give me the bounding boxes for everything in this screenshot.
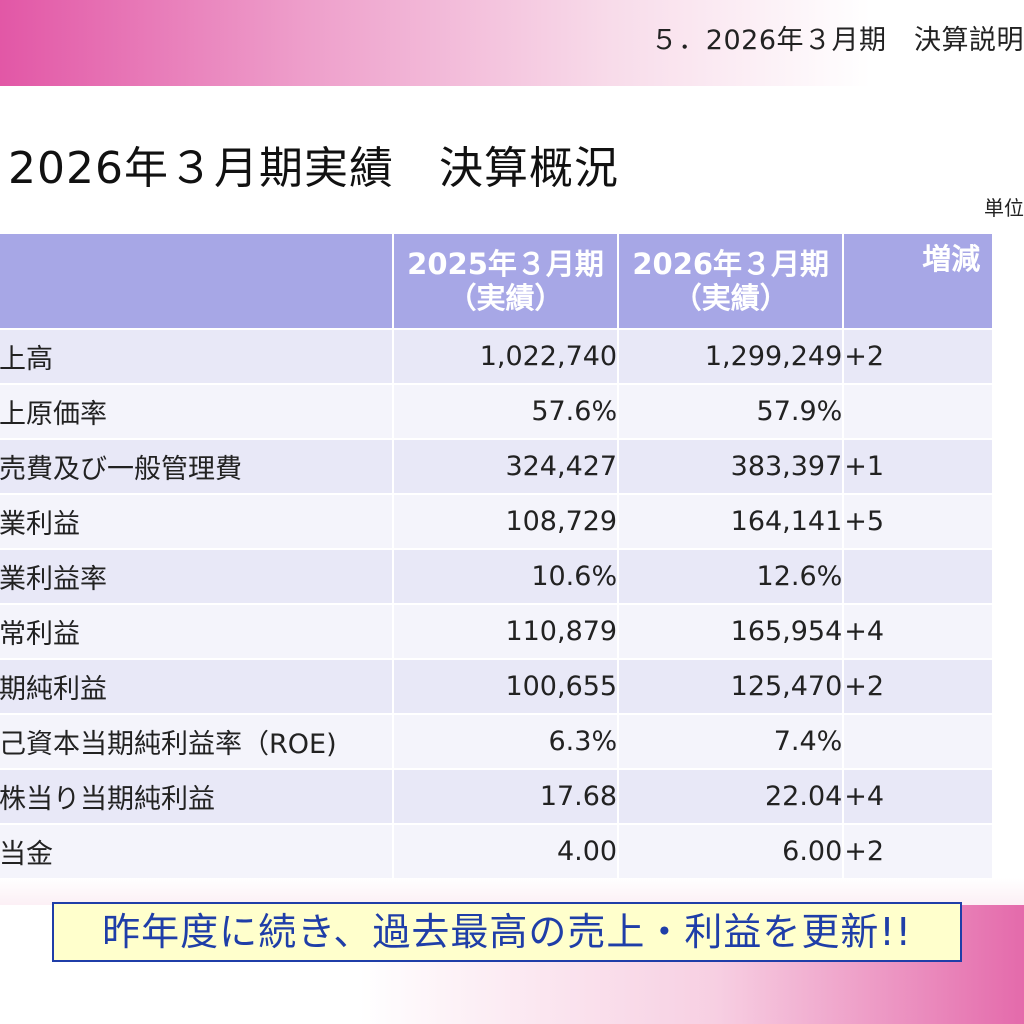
row-fy2025: 6.3% <box>391 713 620 770</box>
row-change <box>842 713 994 770</box>
table-row: 自己資本当期純利益率（ROE) 6.3% 7.4% <box>0 713 994 770</box>
table-row: 配当金 4.00 6.00 +2 <box>0 823 994 880</box>
header-fy2025-line1: 2025年３月期 <box>407 247 604 281</box>
highlight-callout: 昨年度に続き、過去最高の売上・利益を更新!! <box>52 902 962 962</box>
unit-label: 単位 <box>984 196 1024 220</box>
row-fy2026: 57.9% <box>617 383 845 440</box>
row-change: +5 <box>842 493 994 550</box>
row-label: 営業利益率 <box>0 548 394 605</box>
row-fy2026: 7.4% <box>617 713 845 770</box>
row-fy2026: 1,299,249 <box>617 328 845 385</box>
header-fy2026: 2026年３月期 （実績） <box>617 232 845 330</box>
row-label: 売上高 <box>0 328 394 385</box>
row-change: +1 <box>842 438 994 495</box>
row-label: 販売費及び一般管理費 <box>0 438 394 495</box>
table-row: 当期純利益 100,655 125,470 +2 <box>0 658 994 715</box>
header-fy2026-line1: 2026年３月期 <box>632 247 830 281</box>
row-fy2025: 100,655 <box>391 658 620 715</box>
row-change: +2 <box>842 658 994 715</box>
table-row: 売上原価率 57.6% 57.9% <box>0 383 994 440</box>
row-fy2025: 324,427 <box>391 438 620 495</box>
table-header-row: 2025年３月期 （実績） 2026年３月期 （実績） 増減 <box>0 232 994 330</box>
page-title: 2026年３月期実績 決算概況 <box>8 143 619 194</box>
row-fy2026: 22.04 <box>617 768 845 825</box>
table-row: 経常利益 110,879 165,954 +4 <box>0 603 994 660</box>
row-fy2025: 17.68 <box>391 768 620 825</box>
header-band <box>0 0 1024 86</box>
header-item <box>0 232 394 330</box>
row-fy2025: 4.00 <box>391 823 620 880</box>
table-row: 販売費及び一般管理費 324,427 383,397 +1 <box>0 438 994 495</box>
table-row: １株当り当期純利益 17.68 22.04 +4 <box>0 768 994 825</box>
table-body: 売上高 1,022,740 1,299,249 +2 売上原価率 57.6% 5… <box>0 328 994 880</box>
row-label: 当期純利益 <box>0 658 394 715</box>
table-row: 営業利益 108,729 164,141 +5 <box>0 493 994 550</box>
header-fy2025: 2025年３月期 （実績） <box>391 232 620 330</box>
row-label: １株当り当期純利益 <box>0 768 394 825</box>
row-fy2026: 165,954 <box>617 603 845 660</box>
row-change: +4 <box>842 603 994 660</box>
row-fy2025: 110,879 <box>391 603 620 660</box>
row-change: +2 <box>842 328 994 385</box>
row-label: 経常利益 <box>0 603 394 660</box>
row-fy2025: 10.6% <box>391 548 620 605</box>
results-table: 2025年３月期 （実績） 2026年３月期 （実績） 増減 売上高 1,022… <box>0 232 994 880</box>
row-label: 自己資本当期純利益率（ROE) <box>0 713 394 770</box>
row-fy2026: 164,141 <box>617 493 845 550</box>
row-change <box>842 383 994 440</box>
row-change: +2 <box>842 823 994 880</box>
table-row: 売上高 1,022,740 1,299,249 +2 <box>0 328 994 385</box>
header-change: 増減 <box>842 232 994 330</box>
row-fy2026: 125,470 <box>617 658 845 715</box>
header-change-label: 増減 <box>922 242 981 276</box>
header-fy2026-line2: （実績） <box>672 281 789 315</box>
row-change <box>842 548 994 605</box>
row-change: +4 <box>842 768 994 825</box>
row-fy2026: 12.6% <box>617 548 845 605</box>
section-title: ５．2026年３月期 決算説明 <box>650 25 1024 56</box>
row-fy2026: 6.00 <box>617 823 845 880</box>
row-fy2025: 108,729 <box>391 493 620 550</box>
row-label: 配当金 <box>0 823 394 880</box>
header-fy2025-line2: （実績） <box>447 281 564 315</box>
row-label: 売上原価率 <box>0 383 394 440</box>
table-row: 営業利益率 10.6% 12.6% <box>0 548 994 605</box>
row-fy2026: 383,397 <box>617 438 845 495</box>
row-fy2025: 57.6% <box>391 383 620 440</box>
row-label: 営業利益 <box>0 493 394 550</box>
row-fy2025: 1,022,740 <box>391 328 620 385</box>
